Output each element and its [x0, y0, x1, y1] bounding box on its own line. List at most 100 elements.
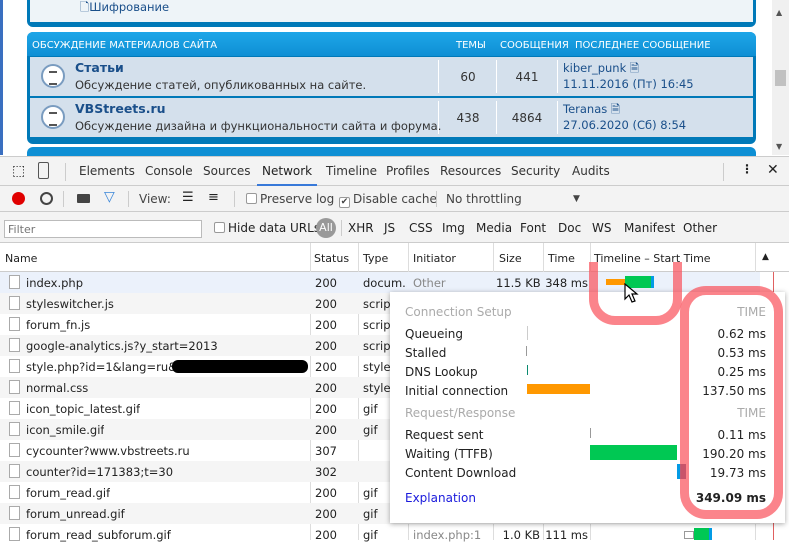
forum-title-link[interactable]: Статьи — [75, 60, 124, 75]
tab-resources[interactable]: Resources — [440, 164, 502, 178]
col-initiator[interactable]: Initiator — [413, 252, 456, 265]
filter-manifest[interactable]: Manifest — [624, 221, 676, 235]
last-post-user[interactable]: Teranas 🗎 — [563, 102, 621, 116]
total-time: 349.09 ms — [695, 491, 766, 505]
throttling-select[interactable]: No throttling ▼ — [446, 192, 580, 206]
timeline-bar-download — [651, 276, 654, 288]
forum-row: VBStreets.ru Обсуждение дизайна и функци… — [30, 98, 753, 137]
record-icon[interactable] — [12, 192, 25, 205]
request-name: counter?id=171383;t=30 — [26, 465, 174, 479]
timing-popover: Connection Setup TIME Queueing 0.62 ms S… — [390, 292, 785, 523]
tab-security[interactable]: Security — [511, 164, 561, 178]
request-status: 200 — [315, 381, 337, 395]
col-posts: СООБЩЕНИЯ — [500, 40, 569, 51]
filter-js[interactable]: JS — [384, 221, 396, 235]
section-header: ОБСУЖДЕНИЕ МАТЕРИАЛОВ САЙТА ТЕМЫ СООБЩЕН… — [27, 32, 756, 56]
tab-sources[interactable]: Sources — [203, 164, 251, 178]
col-size[interactable]: Size — [499, 252, 522, 265]
col-status[interactable]: Status — [314, 252, 350, 265]
initial-connection-label: Initial connection — [405, 384, 509, 398]
tab-network[interactable]: Network — [256, 164, 318, 186]
tab-timeline[interactable]: Timeline — [326, 164, 378, 178]
timeline-bar-download — [709, 528, 712, 540]
request-size: 11.5 KB — [496, 276, 540, 290]
large-rows-icon[interactable]: ☰ — [182, 190, 194, 205]
request-row[interactable]: forum_read_subforum.gif 200 gif index.ph… — [0, 524, 760, 545]
col-timeline[interactable]: Timeline – Start Time — [594, 252, 711, 265]
file-icon — [9, 338, 20, 352]
filter-input[interactable] — [4, 220, 202, 238]
explanation-link[interactable]: Explanation — [405, 491, 476, 505]
hide-data-urls-checkbox[interactable]: Hide data URLs — [214, 221, 320, 235]
clear-icon[interactable] — [40, 192, 53, 205]
request-row[interactable]: index.php 200 docum... Other 11.5 KB 348… — [0, 272, 760, 293]
file-icon — [9, 296, 20, 310]
forum-section: ОБСУЖДЕНИЕ МАТЕРИАЛОВ САЙТА ТЕМЫ СООБЩЕН… — [27, 32, 756, 144]
request-row[interactable]: forum_read.gif 200 gif — [0, 482, 760, 503]
request-type: gif — [363, 507, 378, 521]
last-post-date: 27.06.2020 (Сб) 8:54 — [563, 118, 687, 132]
view-label: View: — [139, 192, 171, 206]
request-status: 200 — [315, 402, 337, 416]
col-name[interactable]: Name — [5, 252, 38, 265]
tab-elements[interactable]: Elements — [79, 164, 135, 178]
inspect-icon[interactable]: ⬚ — [12, 163, 26, 179]
device-mode-icon[interactable] — [38, 162, 49, 179]
file-icon — [9, 464, 20, 478]
more-menu-icon[interactable]: ⋮ — [741, 162, 753, 176]
filter-ws[interactable]: WS — [592, 221, 612, 235]
tab-profiles[interactable]: Profiles — [386, 164, 430, 178]
file-icon — [9, 506, 20, 520]
sort-asc-icon[interactable]: ▲ — [762, 252, 769, 262]
filter-media[interactable]: Media — [476, 221, 513, 235]
forum-title-link[interactable]: VBStreets.ru — [75, 101, 166, 116]
forum-row: Статьи Обсуждение статей, опубликованных… — [30, 57, 753, 96]
filter-all[interactable]: All — [316, 218, 336, 238]
topics-count: 438 — [456, 111, 480, 125]
overview-icon[interactable]: ≡ — [208, 190, 219, 205]
posts-count: 4864 — [511, 111, 543, 125]
timeline-bar-connection — [606, 279, 625, 285]
request-name: cycounter?www.vbstreets.ru — [26, 444, 190, 458]
last-post-user[interactable]: kiber_punk 🗎 — [563, 61, 640, 75]
filter-other[interactable]: Other — [683, 221, 718, 235]
file-icon — [9, 443, 20, 457]
stalled-value: 0.53 ms — [717, 346, 766, 360]
request-status: 200 — [315, 423, 337, 437]
close-icon[interactable]: ✕ — [767, 162, 779, 178]
request-name: forum_unread.gif — [26, 507, 125, 521]
dns-label: DNS Lookup — [405, 365, 478, 379]
ttfb-label: Waiting (TTFB) — [405, 447, 493, 461]
request-type: script — [363, 318, 396, 332]
filter-doc[interactable]: Doc — [558, 221, 582, 235]
ttfb-bar — [590, 445, 677, 460]
filter-xhr[interactable]: XHR — [348, 221, 374, 235]
file-icon — [9, 485, 20, 499]
col-type[interactable]: Type — [363, 252, 389, 265]
request-name: normal.css — [26, 381, 89, 395]
col-time[interactable]: Time — [548, 252, 575, 265]
preserve-log-checkbox[interactable]: Preserve log — [246, 192, 334, 206]
request-name: icon_topic_latest.gif — [26, 402, 141, 416]
filter-icon[interactable]: ▽ — [104, 189, 115, 205]
filter-css[interactable]: CSS — [409, 221, 433, 235]
subforum-link[interactable]: 🗋Шифрование — [80, 0, 170, 14]
filter-img[interactable]: Img — [442, 221, 465, 235]
disable-cache-checkbox[interactable]: ✔ Disable cache — [339, 192, 437, 208]
stalled-bar — [526, 346, 527, 356]
stalled-label: Stalled — [405, 346, 447, 360]
tab-audits[interactable]: Audits — [572, 164, 610, 178]
file-icon — [9, 317, 20, 331]
page-scrollbar[interactable]: ▲ ▼ — [772, 0, 789, 155]
screenshot-icon[interactable] — [77, 194, 90, 203]
filter-font[interactable]: Font — [520, 221, 547, 235]
request-row[interactable]: forum_fn.js 200 script — [0, 314, 760, 335]
forum-block-prev: 🗋Шифрование — [27, 0, 756, 27]
request-row[interactable]: cycounter?www.vbstreets.ru 307 — [0, 440, 760, 461]
request-row[interactable]: style.php?id=1&lang=ru&sid= 200 styles — [0, 356, 760, 377]
tab-console[interactable]: Console — [145, 164, 193, 178]
file-icon — [9, 527, 20, 541]
file-icon — [9, 401, 20, 415]
request-row[interactable]: icon_topic_latest.gif 200 gif — [0, 398, 760, 419]
request-type: script — [363, 339, 396, 353]
